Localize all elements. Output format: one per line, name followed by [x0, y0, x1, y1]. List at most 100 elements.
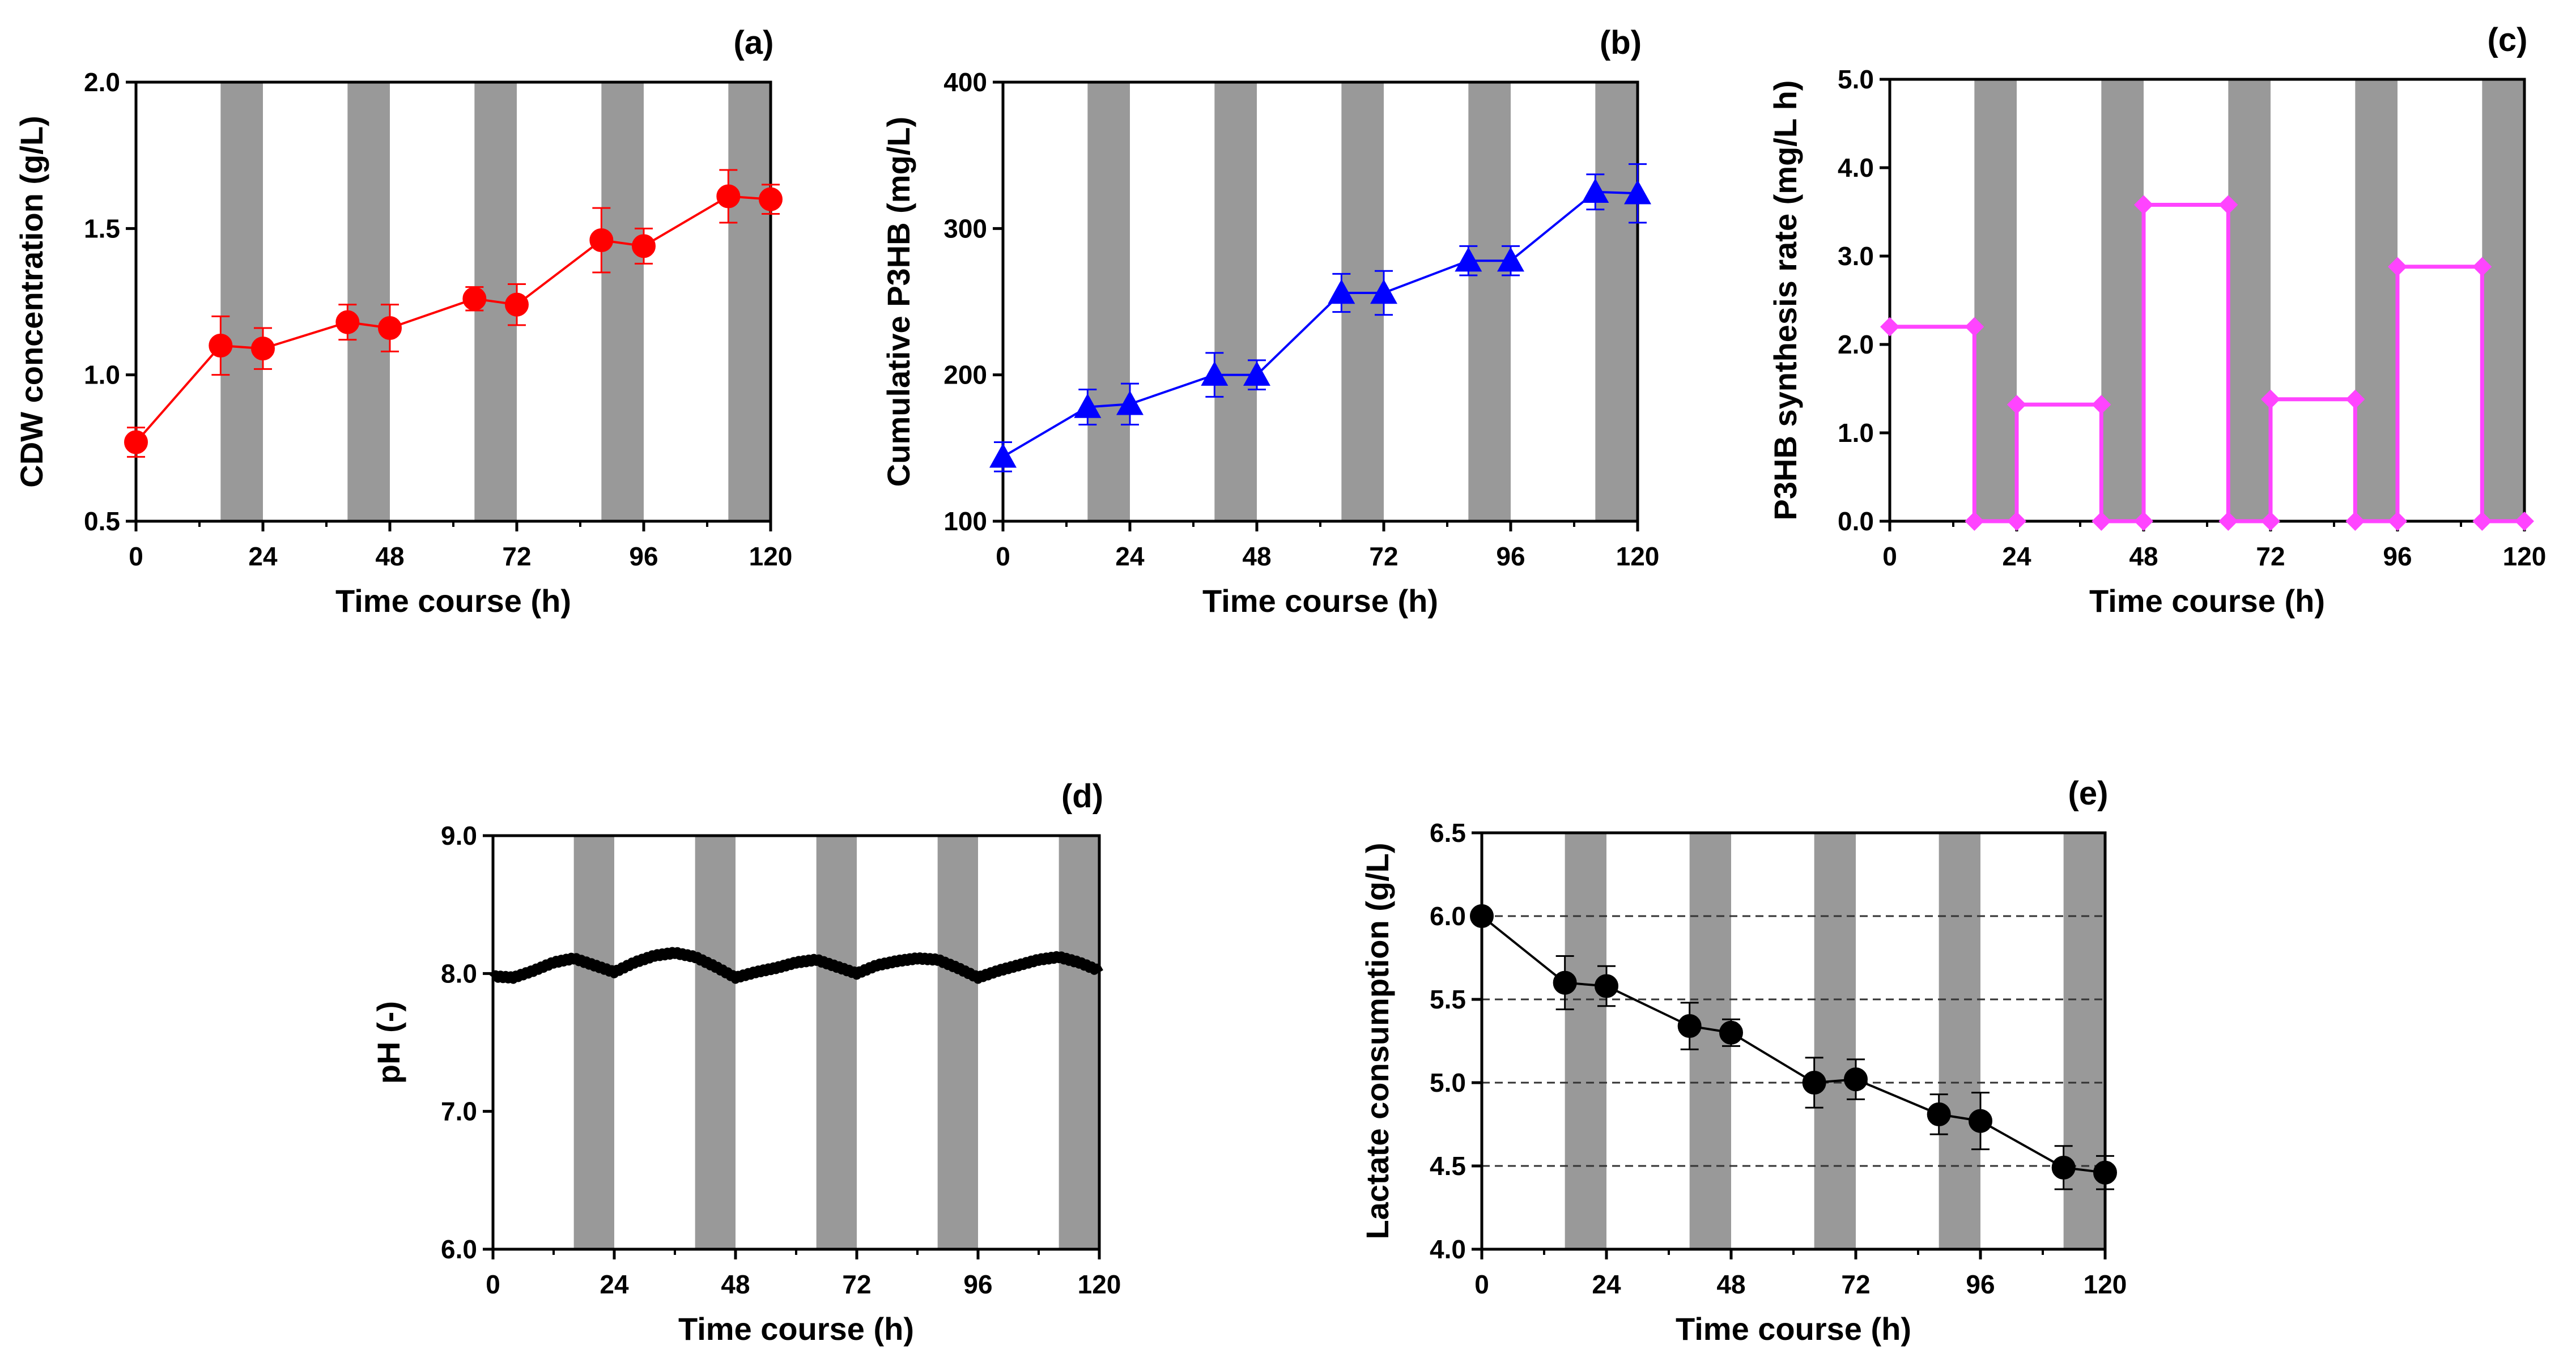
x-tick-label: 48 [1242, 542, 1271, 571]
data-point [2218, 195, 2238, 215]
panel-label: (e) [2068, 775, 2109, 812]
data-point [1719, 1020, 1743, 1045]
panel-c: 0 24 48 72 96 120 0.0 1.0 2.0 3.0 4.0 5.0 Time cours… [1767, 22, 2546, 619]
data-point [2388, 257, 2407, 276]
y-tick-label: 0.0 [1838, 506, 1874, 536]
x-tick-label: 96 [1496, 542, 1525, 571]
data-point [632, 234, 656, 258]
x-tick-label: 48 [721, 1270, 750, 1299]
y-axis-title: Cumulative P3HB (mg/L) [881, 117, 916, 487]
data-point [2388, 512, 2407, 531]
x-tick-label: 72 [842, 1270, 871, 1299]
x-tick-label: 48 [375, 542, 404, 571]
y-tick-label: 4.5 [1430, 1151, 1466, 1181]
data-point [378, 316, 402, 340]
y-tick-label: 4.0 [1430, 1234, 1466, 1264]
data-point [2261, 389, 2280, 409]
x-tick-label: 120 [1078, 1270, 1121, 1299]
x-tick-label: 24 [248, 542, 278, 571]
series [989, 163, 1651, 472]
x-tick-label: 120 [2084, 1270, 2127, 1299]
data-point [2092, 512, 2111, 531]
data-point [2345, 389, 2365, 409]
data-point [462, 287, 487, 311]
series [124, 169, 783, 458]
series [1880, 195, 2534, 531]
data-point [2515, 512, 2534, 531]
data-point [2007, 512, 2026, 531]
x-tick-label: 0 [1882, 542, 1897, 571]
data-point [1965, 317, 1984, 337]
dark-period-band [573, 836, 614, 1249]
dark-period-band [695, 836, 736, 1249]
x-tick-label: 24 [1592, 1270, 1621, 1299]
data-point [1116, 390, 1144, 415]
y-tick-label: 8.0 [441, 959, 477, 988]
dark-period-band [2355, 79, 2398, 521]
series [489, 947, 1103, 984]
y-tick-label: 6.0 [441, 1234, 477, 1264]
y-tick-label: 2.0 [84, 67, 120, 97]
data-point [2261, 512, 2280, 531]
series [1470, 904, 2117, 1190]
series-line [489, 947, 1103, 984]
data-point [2472, 512, 2492, 531]
data-point [2093, 1160, 2117, 1185]
data-point [2345, 512, 2365, 531]
x-axis-title: Time course (h) [1676, 1311, 1911, 1347]
panel-d: 0 24 48 72 96 120 6.0 7.0 8.0 9.0 Time course (h) p… [371, 778, 1121, 1347]
data-point [2134, 195, 2153, 215]
data-point [251, 337, 275, 361]
data-point [335, 310, 360, 334]
x-tick-label: 96 [629, 542, 658, 571]
dark-period-band [220, 82, 263, 521]
panel-label: (d) [1061, 778, 1103, 815]
x-tick-label: 0 [1474, 1270, 1489, 1299]
y-tick-label: 400 [943, 67, 987, 97]
dark-period-band [937, 836, 978, 1249]
dark-period-band [1468, 82, 1511, 521]
x-tick-label: 96 [1966, 1270, 1995, 1299]
panel-e: 0 24 48 72 96 120 4.0 4.5 5.0 5.5 6.0 6.5 Time cours… [1359, 775, 2127, 1347]
x-tick-label: 48 [1716, 1270, 1745, 1299]
y-tick-label: 7.0 [441, 1097, 477, 1126]
data-point [2092, 395, 2111, 415]
dark-period-band [1814, 833, 1856, 1249]
data-point [1582, 178, 1609, 203]
y-tick-label: 4.0 [1838, 153, 1874, 182]
data-point [1553, 970, 1577, 995]
data-point [1595, 974, 1618, 998]
x-axis-title: Time course (h) [1202, 583, 1438, 619]
y-tick-label: 2.0 [1838, 330, 1874, 359]
panel-label: (b) [1600, 24, 1642, 61]
panel-a: 0 24 48 72 96 120 0.5 1.0 1.5 2.0 Time course (h) C… [14, 24, 792, 619]
y-tick-label: 100 [943, 506, 987, 536]
x-tick-label: 72 [2256, 542, 2285, 571]
data-point [1243, 361, 1270, 386]
dark-period-band [1595, 82, 1638, 521]
y-tick-label: 5.0 [1430, 1068, 1466, 1097]
series-line [1890, 203, 2524, 523]
y-tick-label: 3.0 [1838, 241, 1874, 271]
data-point [1497, 247, 1524, 272]
x-tick-label: 72 [1369, 542, 1398, 571]
data-point [1880, 317, 1899, 337]
dark-period-band [2228, 79, 2271, 521]
data-point [2051, 1155, 2076, 1180]
x-tick-label: 0 [486, 1270, 500, 1299]
data-point [2218, 512, 2238, 531]
data-point [1455, 247, 1482, 272]
y-tick-label: 5.5 [1430, 985, 1466, 1014]
x-tick-label: 96 [2383, 542, 2412, 571]
x-tick-label: 120 [1616, 542, 1660, 571]
data-point [759, 187, 783, 211]
dark-period-band [347, 82, 390, 521]
dark-period-band [1939, 833, 1980, 1249]
y-axis-title: CDW concentration (g/L) [14, 116, 49, 487]
y-axis-title: Lactate consumption (g/L) [1359, 843, 1395, 1240]
data-point [1074, 393, 1102, 418]
x-tick-label: 24 [1115, 542, 1145, 571]
x-tick-label: 120 [749, 542, 793, 571]
y-axis-title: P3HB synthesis rate (mg/L h) [1767, 80, 1803, 521]
